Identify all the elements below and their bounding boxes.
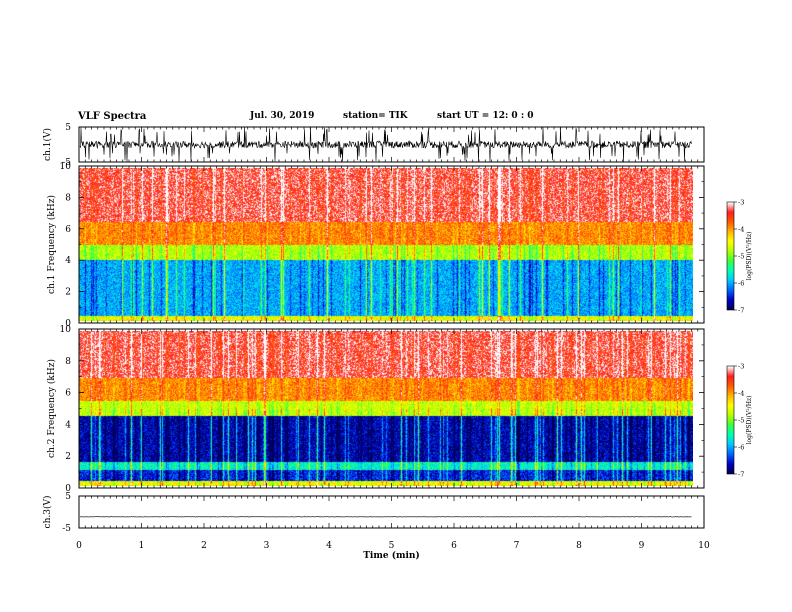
figure-station: station= TIK [343,111,408,121]
cbar1-tick-label: -6 [738,280,744,288]
ch1-spec-ytick-label: 2 [65,288,71,298]
cbar1-tick-label: -3 [738,199,744,207]
ch2-spec-ytick-label: 6 [65,389,71,399]
x-tick-label: 10 [698,541,710,551]
ch1-spec-ytick-label: 10 [60,162,72,172]
cbar2-label: log(PSD)(V²/Hz) [746,396,753,445]
ch1-spec-ytick-label: 6 [65,225,71,235]
ch3-ytick-label: 5 [65,492,71,502]
ch1-ytick-label: 5 [65,123,71,133]
x-tick-label: 0 [76,541,82,551]
ch1-trace [79,126,692,162]
cbar2-tick-label: -5 [738,417,744,425]
ch2-colorbar [727,366,734,474]
x-tick-label: 6 [451,541,457,551]
ch1-spec-ytick-label: 4 [65,256,71,266]
cbar1-tick-label: -7 [738,307,744,315]
cbar1-tick-label: -4 [738,226,744,234]
x-tick-label: 7 [514,541,520,551]
cbar1-tick-label: -5 [738,253,744,261]
x-tick-label: 3 [264,541,270,551]
cbar2-frame [726,365,735,475]
cbar2-tick-label: -7 [738,471,744,479]
x-axis-label: Time (min) [363,550,420,561]
ch1-colorbar [727,202,734,310]
x-tick-label: 8 [576,541,582,551]
x-tick-label: 1 [139,541,145,551]
ch3-ylabel: ch.3(V) [42,496,53,529]
ch2-spec-ytick-label: 10 [60,325,72,335]
x-tick-label: 9 [639,541,645,551]
ch1-spec-ylabel: ch.1 Frequency (kHz) [46,195,57,294]
cbar2-tick-label: -3 [738,363,744,371]
figure-date: Jul. 30, 2019 [250,111,315,121]
ch3-ytick-label: -5 [62,524,71,534]
ch2-spec-ylabel: ch.2 Frequency (kHz) [46,359,57,458]
figure-start-time: start UT = 12: 0 : 0 [437,111,534,121]
ch1-spec-ytick-label: 0 [65,319,71,329]
ch2-spectrogram [79,331,693,486]
figure-title: VLF Spectra [78,111,147,122]
ch1-spec-frame [78,165,705,324]
ch2-spec-ytick-label: 0 [65,484,71,494]
ch2-spec-ytick-label: 8 [65,357,71,367]
x-tick-label: 2 [201,541,207,551]
ch1-ylabel: ch.1(V) [42,128,53,161]
cbar2-tick-label: -4 [738,390,744,398]
ch2-spec-frame [78,328,705,489]
cbar1-label: log(PSD)(V²/Hz) [746,232,753,281]
x-tick-label: 4 [326,541,332,551]
ch2-spec-ytick-label: 4 [65,420,71,430]
ch1-spec-ytick-label: 8 [65,193,71,203]
ch2-spec-ytick-label: 2 [65,452,71,462]
x-tick-label: 5 [389,541,395,551]
cbar2-tick-label: -6 [738,444,744,452]
cbar1-frame [726,201,735,311]
ch1-ytick-label: -5 [62,158,71,168]
ch1-spectrogram [79,168,693,321]
